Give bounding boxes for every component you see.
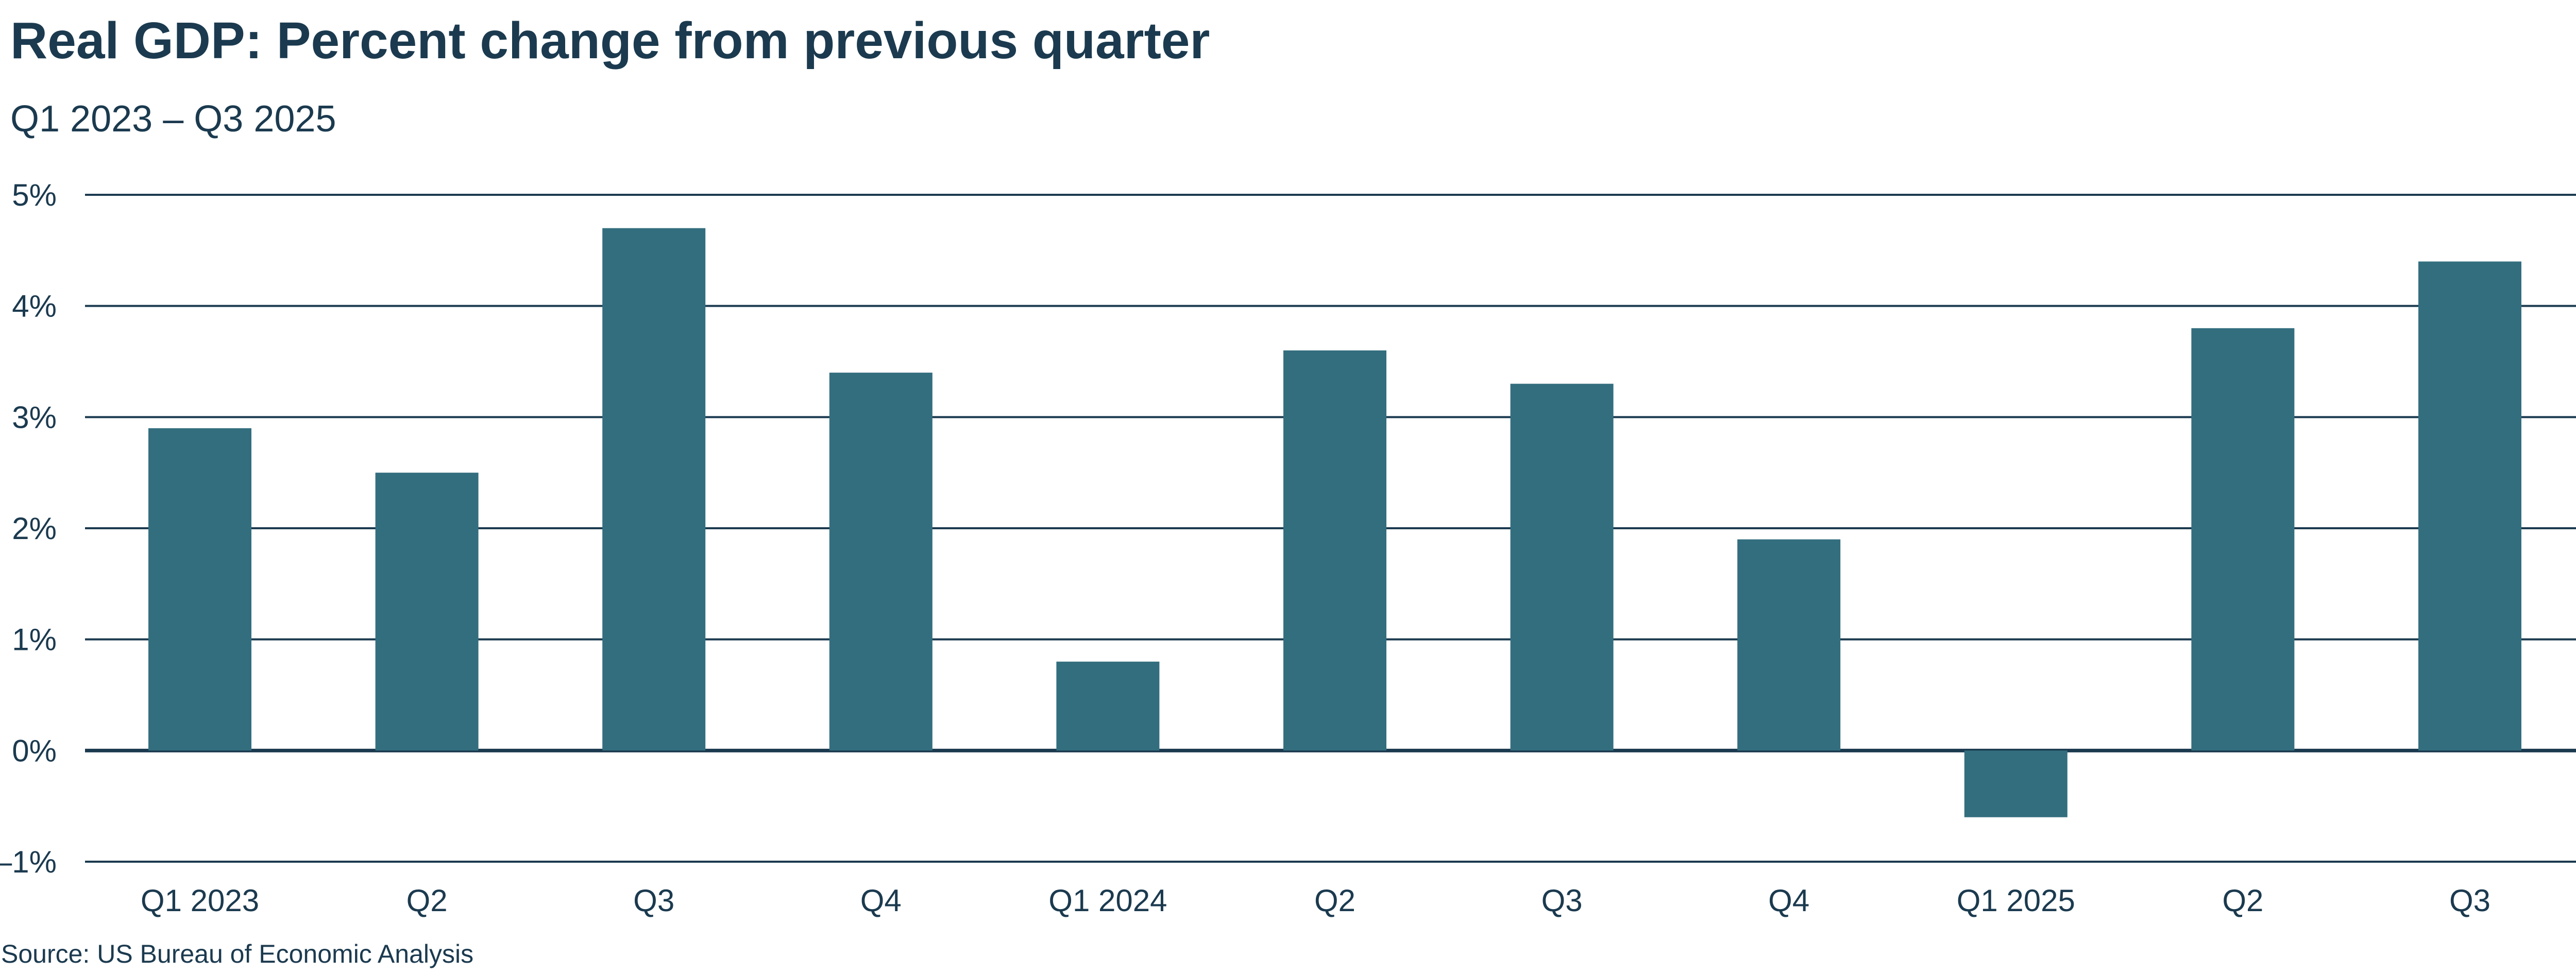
x-category-label: Q2 xyxy=(1314,883,1355,918)
x-category-label: Q1 2024 xyxy=(1048,883,1167,918)
bar xyxy=(1964,750,2067,817)
x-category-label: Q1 2025 xyxy=(1957,883,2075,918)
bar xyxy=(2191,328,2295,751)
y-tick-label: 0% xyxy=(12,733,57,768)
x-category-label: Q4 xyxy=(1768,883,1809,918)
x-category-label: Q2 xyxy=(406,883,448,918)
x-category-label: Q2 xyxy=(2222,883,2263,918)
x-category-label: Q3 xyxy=(2449,883,2490,918)
chart-subtitle: Q1 2023 – Q3 2025 xyxy=(10,98,336,140)
chart-title: Real GDP: Percent change from previous q… xyxy=(10,12,1210,70)
y-tick-label: 2% xyxy=(12,511,57,546)
y-tick-label: 3% xyxy=(12,400,57,434)
bar xyxy=(1737,539,1841,751)
bar xyxy=(1510,383,1614,751)
bar xyxy=(829,373,933,751)
y-axis-ticks: 5% 4% 3% 2% 1% 0% –1% xyxy=(0,178,57,879)
bar xyxy=(1283,350,1386,751)
y-tick-label: 4% xyxy=(12,289,57,324)
x-category-label: Q4 xyxy=(860,883,902,918)
y-tick-label: 5% xyxy=(12,178,57,212)
x-category-label: Q3 xyxy=(633,883,674,918)
bar xyxy=(2418,261,2521,751)
x-axis-labels: Q1 2023 Q2 Q3 Q4 Q1 2024 Q2 Q3 Q4 Q1 2025 Q2 Q3 xyxy=(141,883,2490,918)
y-tick-label: 1% xyxy=(12,623,57,657)
y-tick-label: –1% xyxy=(0,845,57,879)
source-note: Source: US Bureau of Economic Analysis xyxy=(1,940,474,968)
bar xyxy=(602,228,706,751)
bar xyxy=(375,473,479,751)
bars xyxy=(148,228,2521,817)
bar xyxy=(1056,661,1160,751)
bar xyxy=(148,428,251,751)
x-category-label: Q1 2023 xyxy=(141,883,259,918)
x-category-label: Q3 xyxy=(1541,883,1583,918)
